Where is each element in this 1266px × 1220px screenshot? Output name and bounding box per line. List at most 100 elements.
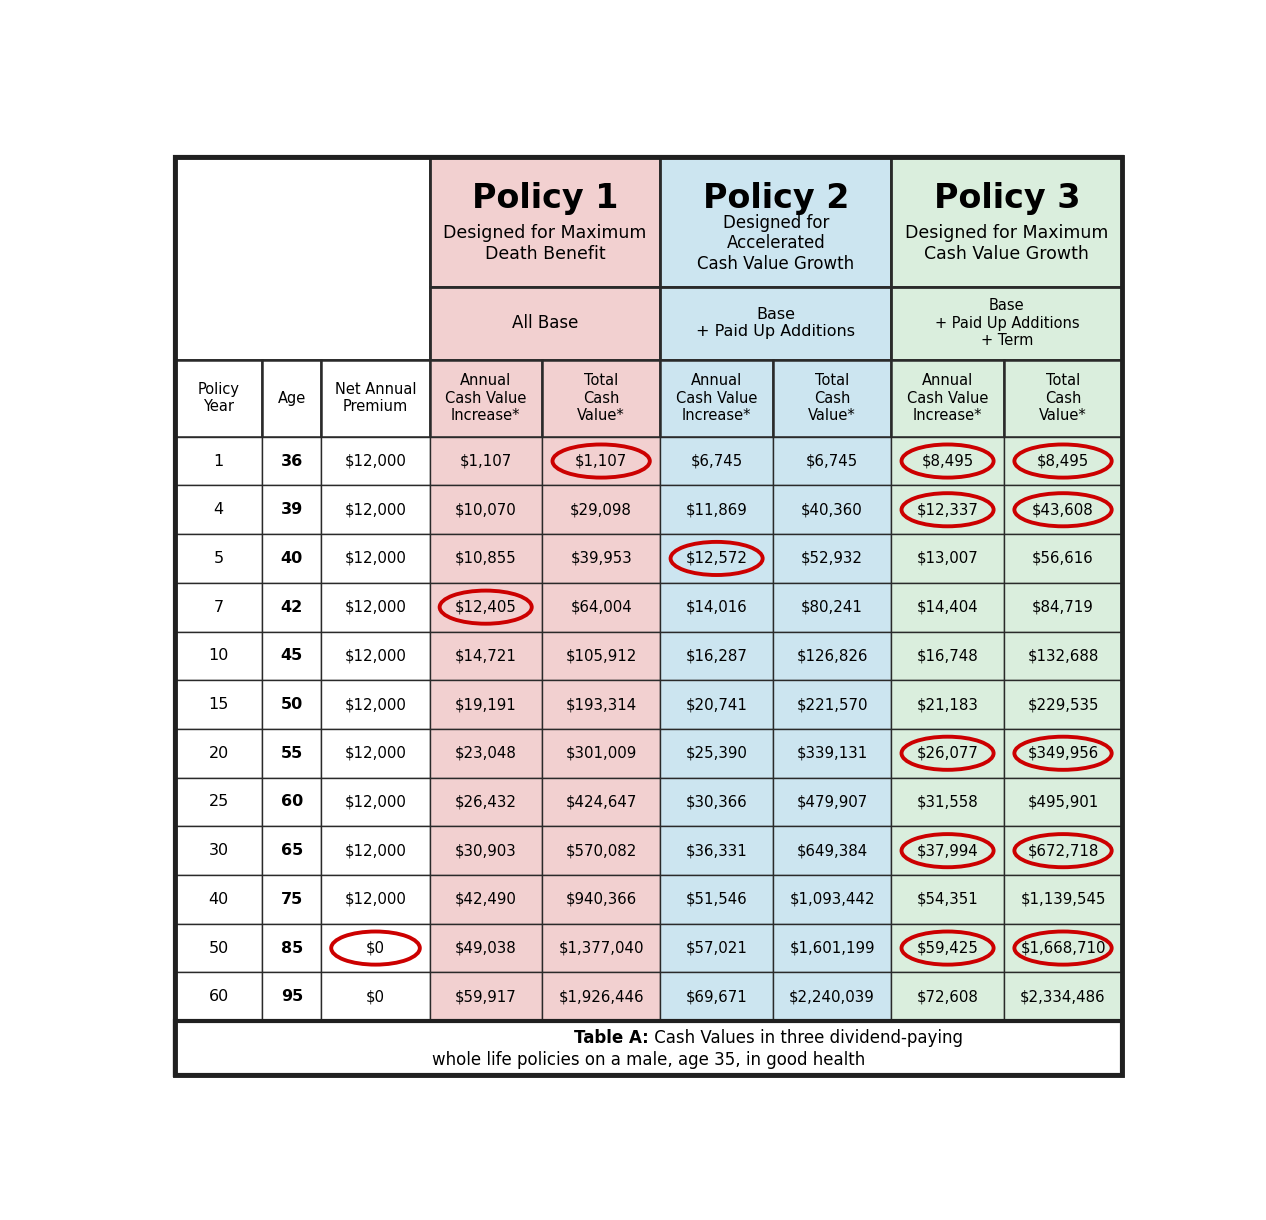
Text: $349,956: $349,956 — [1028, 745, 1099, 761]
Text: Age: Age — [277, 390, 306, 406]
Text: $64,004: $64,004 — [570, 600, 632, 615]
Text: $649,384: $649,384 — [796, 843, 867, 858]
Text: $339,131: $339,131 — [796, 745, 867, 761]
Text: $56,616: $56,616 — [1032, 551, 1094, 566]
Text: $8,495: $8,495 — [922, 454, 974, 468]
Text: $20,741: $20,741 — [686, 697, 747, 712]
Bar — [262, 632, 322, 681]
Text: Designed for Maximum
Cash Value Growth: Designed for Maximum Cash Value Growth — [905, 224, 1109, 262]
Bar — [322, 826, 429, 875]
Bar — [1004, 486, 1123, 534]
Text: $72,608: $72,608 — [917, 989, 979, 1004]
Bar — [322, 924, 429, 972]
Text: $23,048: $23,048 — [454, 745, 517, 761]
Bar — [661, 826, 772, 875]
Text: Total
Cash
Value*: Total Cash Value* — [808, 373, 856, 423]
Bar — [429, 728, 542, 777]
Text: $1,107: $1,107 — [575, 454, 627, 468]
Text: $42,490: $42,490 — [454, 892, 517, 906]
Text: $12,572: $12,572 — [686, 551, 748, 566]
Bar — [175, 534, 262, 583]
Bar — [429, 777, 542, 826]
Text: 60: 60 — [281, 794, 303, 809]
Bar — [891, 924, 1004, 972]
Text: $193,314: $193,314 — [566, 697, 637, 712]
Text: $51,546: $51,546 — [686, 892, 747, 906]
Text: $16,287: $16,287 — [686, 648, 747, 664]
Bar — [429, 632, 542, 681]
Text: $39,953: $39,953 — [570, 551, 632, 566]
Text: $12,000: $12,000 — [344, 600, 406, 615]
Bar — [322, 681, 429, 728]
Bar — [175, 437, 262, 486]
Text: Total
Cash
Value*: Total Cash Value* — [1039, 373, 1087, 423]
Text: $69,671: $69,671 — [686, 989, 747, 1004]
Text: $8,495: $8,495 — [1037, 454, 1089, 468]
Text: $12,000: $12,000 — [344, 648, 406, 664]
Text: Designed for
Accelerated
Cash Value Growth: Designed for Accelerated Cash Value Grow… — [698, 214, 855, 273]
Text: $1,139,545: $1,139,545 — [1020, 892, 1105, 906]
Bar — [891, 972, 1004, 1021]
Bar — [661, 632, 772, 681]
Bar — [429, 287, 661, 360]
Text: $12,000: $12,000 — [344, 503, 406, 517]
Text: $221,570: $221,570 — [796, 697, 867, 712]
Bar — [1004, 875, 1123, 924]
Bar — [429, 583, 542, 632]
Text: Policy 2: Policy 2 — [703, 182, 849, 215]
Text: $14,721: $14,721 — [454, 648, 517, 664]
Bar — [891, 534, 1004, 583]
Bar — [542, 534, 661, 583]
Text: $14,404: $14,404 — [917, 600, 979, 615]
Text: $19,191: $19,191 — [454, 697, 517, 712]
Text: $6,745: $6,745 — [806, 454, 858, 468]
Text: $31,558: $31,558 — [917, 794, 979, 809]
Bar — [891, 287, 1123, 360]
Bar — [175, 632, 262, 681]
Text: $1,668,710: $1,668,710 — [1020, 941, 1105, 955]
Text: Designed for Maximum
Death Benefit: Designed for Maximum Death Benefit — [443, 224, 647, 262]
Text: $301,009: $301,009 — [566, 745, 637, 761]
Bar — [542, 360, 661, 437]
Text: $43,608: $43,608 — [1032, 503, 1094, 517]
Bar — [262, 360, 322, 437]
Text: $14,016: $14,016 — [686, 600, 747, 615]
Text: 50: 50 — [209, 941, 229, 955]
Text: $13,007: $13,007 — [917, 551, 979, 566]
Bar — [262, 728, 322, 777]
Bar — [661, 360, 772, 437]
Text: 4: 4 — [214, 503, 224, 517]
Text: 10: 10 — [209, 648, 229, 664]
Bar — [262, 681, 322, 728]
Text: $84,719: $84,719 — [1032, 600, 1094, 615]
Bar — [429, 681, 542, 728]
Text: $57,021: $57,021 — [686, 941, 747, 955]
Bar — [542, 875, 661, 924]
Text: $12,000: $12,000 — [344, 892, 406, 906]
Bar — [429, 437, 542, 486]
Bar — [429, 826, 542, 875]
Bar — [891, 360, 1004, 437]
Text: 95: 95 — [281, 989, 303, 1004]
Bar — [772, 972, 891, 1021]
Text: 1: 1 — [214, 454, 224, 468]
Bar — [772, 632, 891, 681]
Bar — [1004, 360, 1123, 437]
Text: 40: 40 — [209, 892, 229, 906]
Bar — [542, 632, 661, 681]
Bar — [262, 924, 322, 972]
Bar — [175, 875, 262, 924]
Text: 39: 39 — [281, 503, 303, 517]
Bar — [175, 681, 262, 728]
Text: $12,000: $12,000 — [344, 454, 406, 468]
Bar — [175, 583, 262, 632]
Bar — [175, 826, 262, 875]
Bar — [429, 972, 542, 1021]
Text: $2,334,486: $2,334,486 — [1020, 989, 1105, 1004]
Text: 75: 75 — [281, 892, 303, 906]
Bar — [542, 972, 661, 1021]
Text: 5: 5 — [214, 551, 224, 566]
Bar — [322, 360, 429, 437]
Text: Base
+ Paid Up Additions
+ Term: Base + Paid Up Additions + Term — [934, 298, 1079, 348]
Bar — [175, 360, 262, 437]
